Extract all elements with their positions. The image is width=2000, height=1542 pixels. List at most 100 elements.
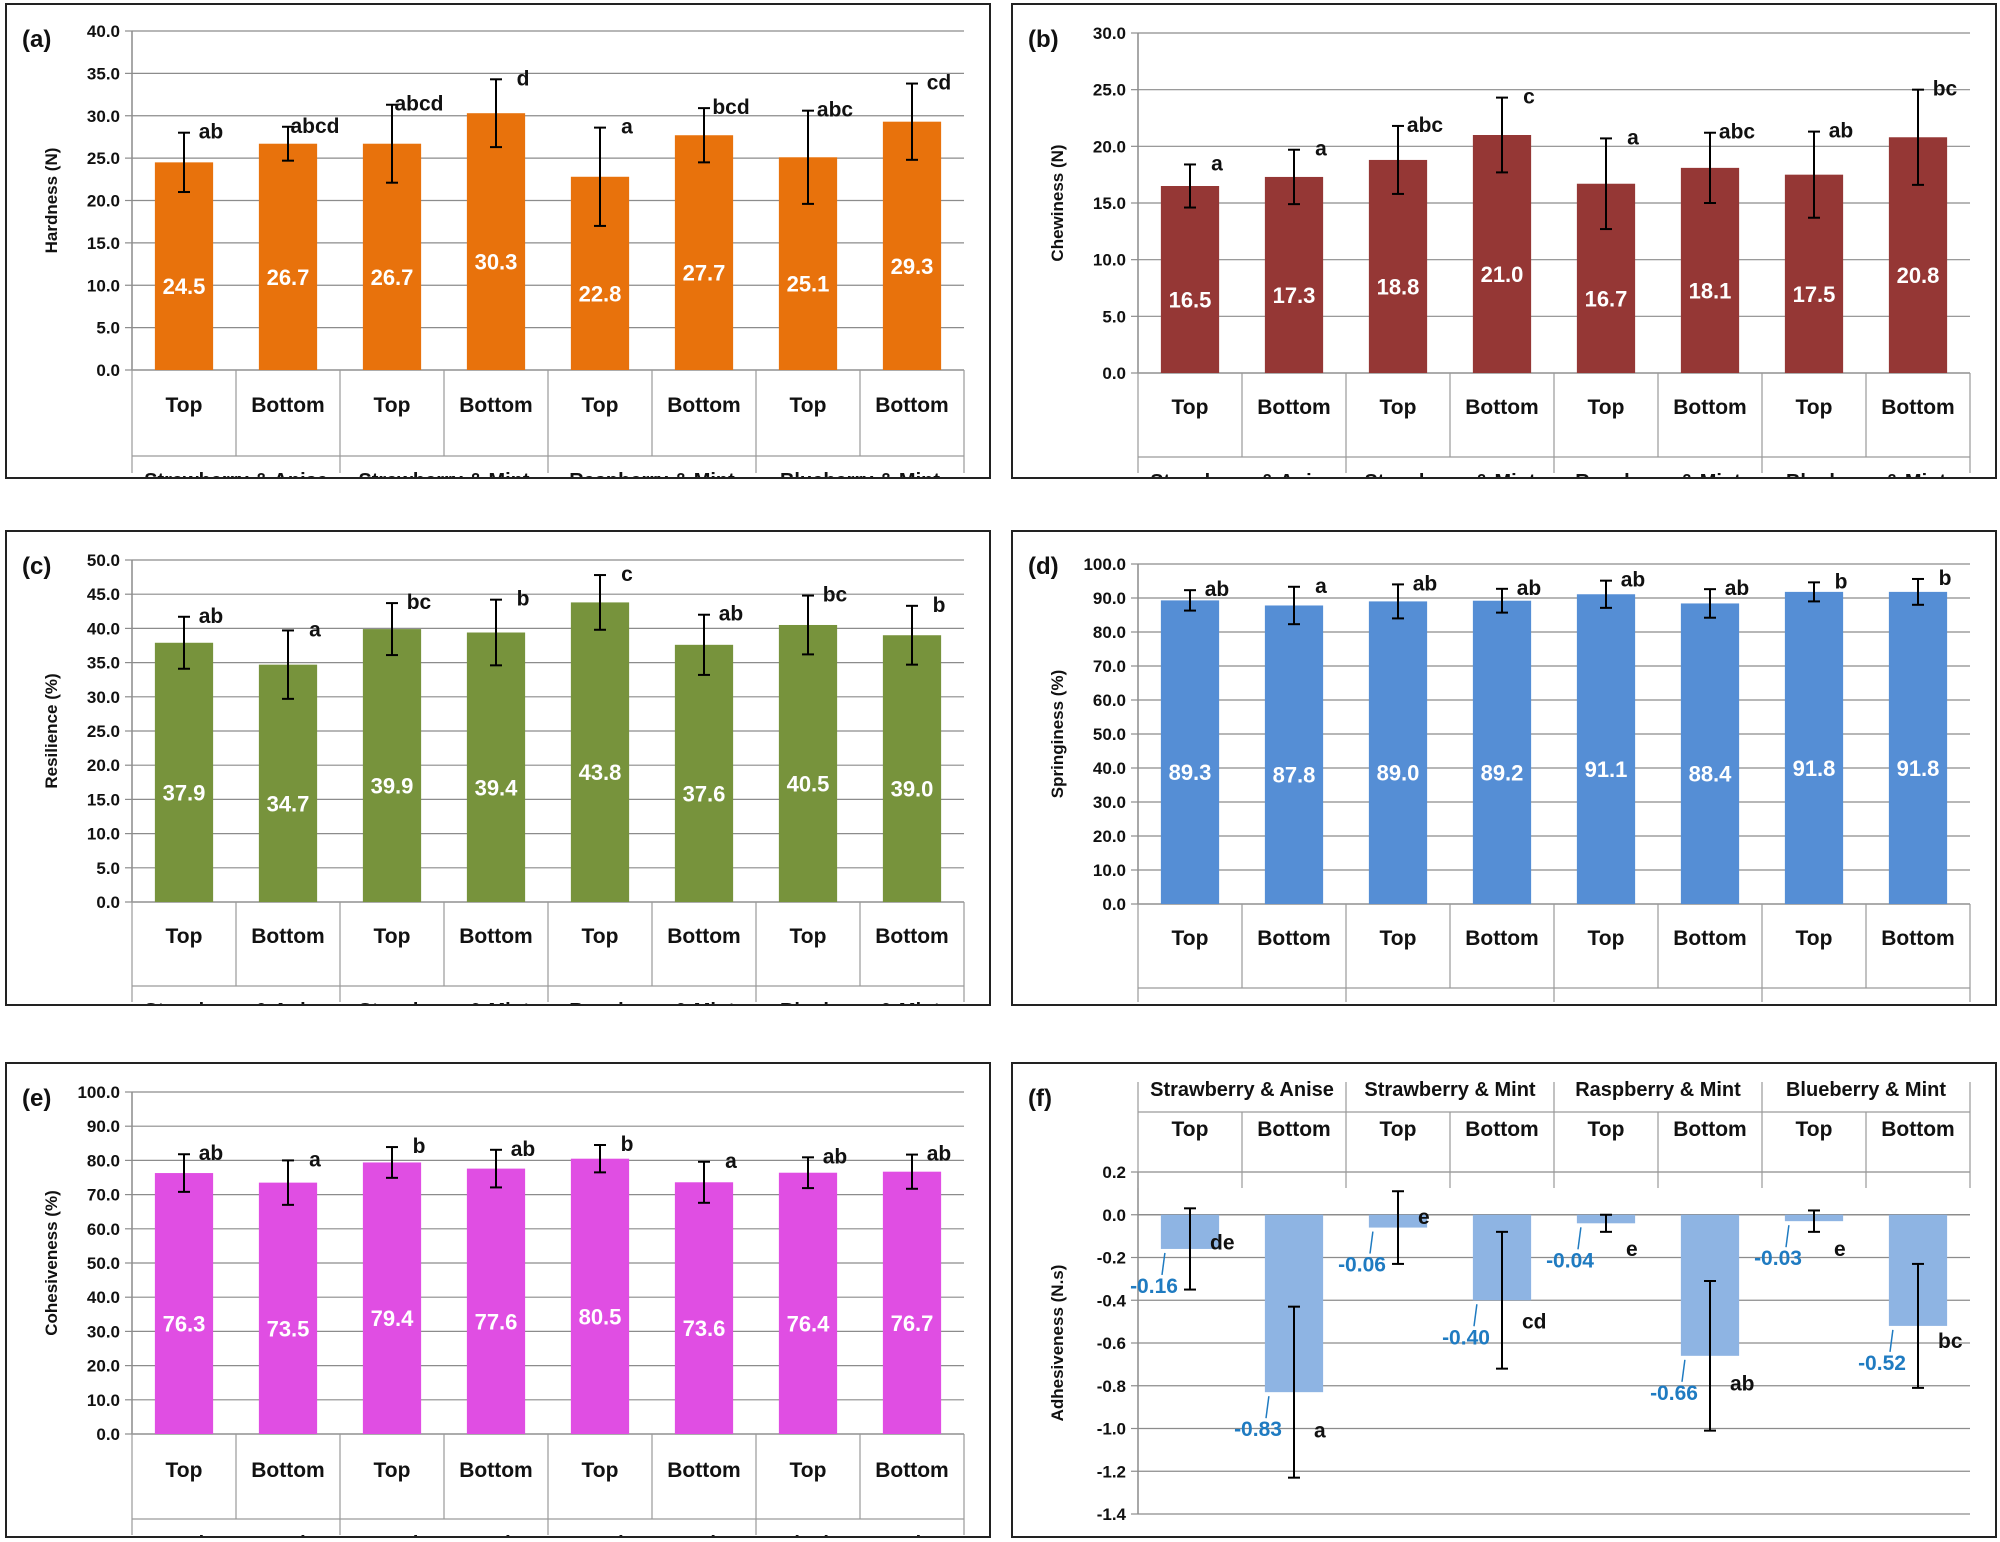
category-label: Top	[790, 925, 827, 948]
panel-c: (c) 0.0 5.0 10.0 15.0 20.0 25.0 30.0 35.0 40.0 45.…	[5, 530, 991, 1006]
value-label: 34.7	[267, 791, 310, 816]
significance-letter: b	[517, 588, 530, 611]
y-tick-label: 5.0	[1102, 307, 1126, 326]
value-label: -0.03	[1754, 1247, 1802, 1270]
y-tick-label: 5.0	[96, 859, 120, 878]
value-label: 21.0	[1481, 262, 1524, 287]
category-label: Bottom	[1673, 927, 1746, 950]
group-label: Strawberry & Anise	[1150, 1079, 1334, 1101]
significance-letter: a	[309, 618, 321, 641]
value-leader-line	[1369, 1231, 1374, 1254]
value-label: 29.3	[891, 254, 934, 279]
significance-letter: abc	[817, 99, 854, 122]
category-label: Bottom	[1465, 927, 1538, 950]
significance-letter: a	[1315, 138, 1327, 161]
group-label: Blueberry & Mint	[1786, 1079, 1946, 1101]
y-tick-label: 5.0	[96, 319, 120, 338]
group-label: Strawberry & Anise	[1150, 471, 1334, 477]
group-label: Strawberry & Mint	[358, 470, 529, 477]
panel-label: (b)	[1028, 26, 1059, 53]
y-tick-label: 0.0	[96, 893, 120, 912]
value-label: 39.4	[475, 775, 519, 800]
category-label: Top	[166, 394, 203, 417]
value-leader-line	[1265, 1396, 1270, 1419]
value-label: -0.16	[1130, 1275, 1178, 1298]
significance-letter: ab	[823, 1145, 848, 1168]
value-label: 39.0	[891, 777, 934, 802]
y-tick-label: 80.0	[1093, 623, 1126, 642]
group-label: Raspberry & Mint	[1575, 1079, 1741, 1101]
bar	[1784, 591, 1844, 904]
bar	[466, 1168, 526, 1434]
panel-label: (d)	[1028, 553, 1059, 580]
y-axis-title: Chewiness (N)	[1048, 144, 1067, 261]
significance-letter: bc	[1938, 1330, 1963, 1353]
y-tick-label: 10.0	[1093, 861, 1126, 880]
significance-letter: abc	[1407, 114, 1444, 137]
category-label: Bottom	[1257, 927, 1330, 950]
value-label: 17.5	[1793, 282, 1836, 307]
value-label: -0.40	[1442, 1326, 1490, 1349]
significance-letter: a	[621, 116, 633, 139]
value-label: 37.6	[683, 781, 726, 806]
value-label: 40.5	[787, 771, 830, 796]
y-tick-label: 0.0	[1102, 364, 1126, 383]
y-tick-label: 30.0	[87, 1322, 120, 1341]
significance-letter: e	[1626, 1238, 1638, 1261]
category-label: Bottom	[459, 1459, 532, 1482]
bar	[362, 1162, 422, 1434]
y-tick-label: 15.0	[87, 234, 120, 253]
y-tick-label: 30.0	[1093, 24, 1126, 43]
category-label: Top	[1172, 927, 1209, 950]
chart-d: (d) 0.0 10.0 20.0 30.0 40.0 50.0 60.0 70.0 80.0 90…	[1028, 553, 1971, 1004]
y-axis-title: Resilience (%)	[42, 673, 61, 788]
category-label: Top	[166, 1459, 203, 1482]
value-leader-line	[1681, 1359, 1686, 1382]
category-label: Top	[166, 925, 203, 948]
y-tick-label: 35.0	[87, 64, 120, 83]
y-tick-label: 0.0	[96, 361, 120, 380]
significance-letter: a	[1315, 575, 1327, 598]
value-label: 25.1	[787, 272, 830, 297]
category-label: Top	[790, 394, 827, 417]
value-label: 30.3	[475, 250, 518, 275]
value-label: -0.66	[1650, 1382, 1698, 1405]
category-label: Bottom	[1465, 396, 1538, 419]
y-tick-label: 15.0	[1093, 194, 1126, 213]
y-tick-label: 10.0	[87, 1391, 120, 1410]
y-tick-label: 10.0	[1093, 251, 1126, 270]
category-label: Bottom	[1881, 927, 1954, 950]
value-label: 76.7	[891, 1311, 934, 1336]
category-label: Top	[374, 1459, 411, 1482]
bar	[570, 1158, 630, 1434]
bar	[258, 143, 318, 370]
value-label: 88.4	[1689, 762, 1733, 787]
y-tick-label: 40.0	[87, 1288, 120, 1307]
panel-label: (a)	[22, 26, 51, 53]
significance-letter: cd	[1522, 1311, 1547, 1334]
category-label: Bottom	[1881, 396, 1954, 419]
significance-letter: a	[725, 1150, 737, 1173]
panel-d: (d) 0.0 10.0 20.0 30.0 40.0 50.0 60.0 70.0 80.0 90…	[1011, 530, 1997, 1006]
significance-letter: ab	[1829, 120, 1854, 143]
y-tick-label: 30.0	[87, 688, 120, 707]
group-label: Strawberry & Mint	[358, 1533, 529, 1536]
category-label: Top	[790, 1459, 827, 1482]
value-label: -0.83	[1234, 1418, 1282, 1441]
y-tick-label: 60.0	[1093, 691, 1126, 710]
significance-letter: ab	[199, 121, 224, 144]
value-label: 18.8	[1377, 274, 1420, 299]
category-label: Bottom	[667, 925, 740, 948]
value-label: 91.1	[1585, 757, 1628, 782]
bar	[362, 629, 422, 902]
significance-letter: abcd	[290, 115, 339, 138]
value-label: 26.7	[371, 265, 414, 290]
category-label: Top	[582, 925, 619, 948]
significance-letter: e	[1834, 1238, 1846, 1261]
category-label: Top	[1588, 927, 1625, 950]
significance-letter: bc	[823, 584, 848, 607]
category-label: Bottom	[251, 925, 324, 948]
bar	[154, 642, 214, 902]
category-label: Top	[374, 925, 411, 948]
value-label: 80.5	[579, 1304, 622, 1329]
